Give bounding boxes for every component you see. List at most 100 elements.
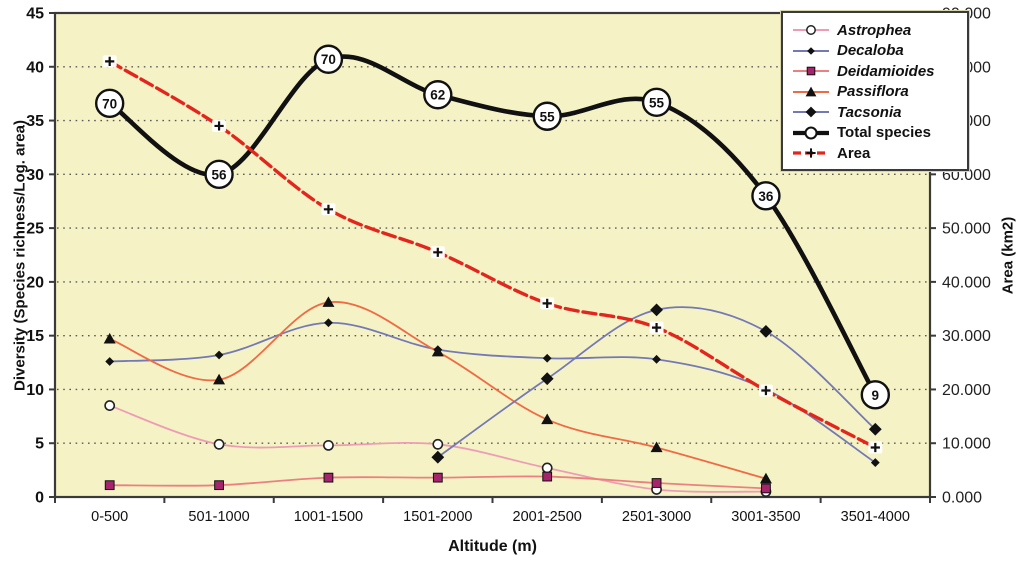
legend-label: Passiflora [837, 83, 909, 101]
y-left-tick-label: 40 [26, 59, 44, 76]
passiflora-marker-icon [322, 296, 335, 307]
total-species-point-label: 55 [649, 95, 665, 110]
y-left-tick-label: 35 [26, 113, 44, 130]
y-right-tick-label: 10.000 [942, 436, 991, 453]
y-right-tick-label: 60.000 [942, 167, 991, 184]
y-left-tick-label: 5 [35, 436, 44, 453]
total-species-marker-icon [860, 380, 891, 410]
passiflora-line-sample-icon [793, 86, 829, 97]
area-marker-icon [105, 56, 115, 66]
total-species-marker-icon [423, 80, 453, 110]
legend-item-deidamioides: Deidamioides [791, 61, 959, 82]
legend-item-decaloba: Decaloba [791, 41, 959, 62]
x-category-label: 1501-2000 [403, 509, 472, 525]
astrophea-marker-icon [213, 438, 225, 450]
x-category-label: 3501-4000 [841, 509, 910, 525]
y-left-tick-label: 0 [35, 490, 44, 507]
area-marker-icon [761, 385, 771, 396]
total-species-point-label: 70 [102, 96, 117, 111]
passiflora-marker-icon [805, 86, 817, 97]
area-line-sample-icon [793, 148, 829, 158]
deidamioides-marker-icon [761, 483, 771, 494]
total-species-marker-icon [641, 87, 672, 117]
astrophea-marker-icon [806, 25, 816, 36]
axis-ticks-and-labels: 0 5 10 15 20 25 30 35 40 45 0.000 10.000 20.000 30.00… [26, 6, 991, 526]
deidamioides-line-sample-icon [793, 66, 829, 76]
passiflora-marker-icon [431, 345, 444, 357]
x-category-label: 1001-1500 [294, 509, 363, 525]
series-markers-area [102, 55, 883, 454]
y-left-tick-label: 10 [26, 382, 44, 399]
y-right-tick-label: 50.000 [942, 221, 991, 238]
decaloba-marker-icon [870, 458, 880, 467]
total-species-marker-icon [532, 101, 562, 131]
total-species-marker-icon [804, 126, 818, 140]
y-left-tick-label: 20 [26, 274, 44, 291]
x-category-label: 0-500 [91, 509, 128, 525]
gridlines [57, 66, 928, 444]
y-right-tick-label: 30.000 [942, 328, 991, 345]
legend-item-area: Area [791, 143, 959, 164]
total-species-point-label: 70 [321, 52, 336, 67]
tacsonia-marker-icon [431, 450, 445, 464]
total-species-marker-icon [204, 159, 234, 190]
x-category-label: 2501-3000 [622, 509, 691, 525]
y-right-tick-label: 0.000 [942, 490, 982, 507]
total-species-marker-icon [751, 181, 781, 211]
legend-label: Deidamioides [837, 62, 935, 80]
total-species-marker-icon [313, 44, 344, 74]
series-markers-tacsonia [431, 303, 882, 464]
area-marker-icon [806, 148, 816, 158]
passiflora-marker-icon [650, 441, 663, 453]
legend-label: Area [837, 144, 871, 162]
total-species-point-label: 55 [540, 109, 556, 124]
tacsonia-marker-icon [650, 303, 663, 317]
total-species-marker-icon [94, 88, 125, 119]
deidamioides-marker-icon [542, 471, 553, 482]
x-category-label: 501-1000 [188, 509, 249, 525]
legend-label: Astrophea [837, 21, 912, 39]
astrophea-marker-icon [323, 439, 334, 451]
total-species-point-label: 62 [430, 88, 445, 103]
decaloba-marker-icon [324, 318, 333, 328]
legend-label: Decaloba [837, 42, 904, 60]
decaloba-marker-icon [214, 350, 224, 360]
passiflora-marker-icon [541, 413, 554, 425]
deidamioides-marker-icon [806, 66, 816, 76]
astrophea-marker-icon [541, 462, 553, 474]
total-species-point-label: 36 [758, 189, 774, 204]
tacsonia-marker-icon [868, 422, 882, 436]
x-axis-title: Altitude (m) [448, 538, 537, 555]
passiflora-marker-icon [103, 332, 116, 344]
astrophea-line-sample-icon [793, 25, 829, 36]
y-left-tick-label: 25 [26, 221, 44, 238]
total-species-point-label: 56 [212, 167, 228, 182]
passiflora-marker-icon [213, 373, 226, 385]
series-line-area [107, 59, 878, 450]
deidamioides-marker-icon [432, 472, 443, 483]
legend-label: Tacsonia [837, 103, 902, 121]
area-marker-icon [651, 323, 662, 333]
tacsonia-marker-icon [759, 324, 773, 338]
area-marker-icon [323, 204, 334, 214]
decaloba-marker-icon [105, 357, 115, 366]
y-axis-left-title: Diversity (Species richness/Log. area) [11, 120, 29, 391]
decaloba-marker-icon [542, 353, 552, 363]
deidamioides-marker-icon [323, 472, 334, 483]
deidamioides-marker-icon [651, 478, 662, 488]
area-marker-icon [214, 121, 224, 131]
legend-item-astrophea: Astrophea [791, 20, 959, 41]
series-markers-passiflora [103, 296, 772, 484]
decaloba-marker-icon [807, 46, 815, 55]
y-right-tick-label: 40.000 [942, 274, 991, 291]
legend: Astrophea Decaloba Deidamioides Passiflo… [781, 11, 969, 171]
total-species-point-label: 9 [872, 388, 880, 403]
area-marker-icon [433, 247, 443, 257]
astrophea-marker-icon [104, 400, 116, 411]
deidamioides-marker-icon [104, 480, 115, 491]
astrophea-marker-icon [432, 438, 444, 450]
tacsonia-line-sample-icon [793, 106, 829, 118]
legend-item-tacsonia: Tacsonia [791, 102, 959, 123]
legend-label: Total species [837, 124, 931, 142]
x-category-label: 2001-2500 [513, 509, 582, 525]
